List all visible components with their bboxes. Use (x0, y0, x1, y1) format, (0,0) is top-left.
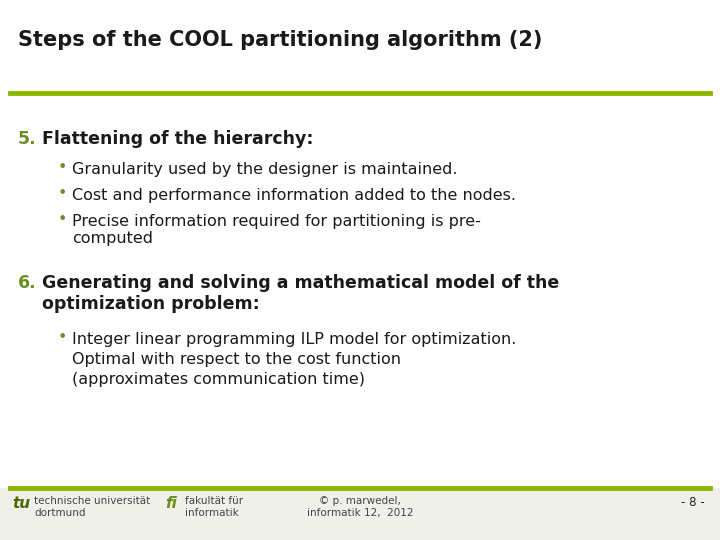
Text: fakultät für
informatik: fakultät für informatik (185, 496, 243, 518)
Text: 5.: 5. (18, 130, 37, 148)
Text: Cost and performance information added to the nodes.: Cost and performance information added t… (72, 188, 516, 203)
Text: 6.: 6. (18, 274, 37, 292)
Text: - 8 -: - 8 - (681, 496, 705, 509)
Text: •: • (58, 212, 68, 227)
Text: Flattening of the hierarchy:: Flattening of the hierarchy: (42, 130, 313, 148)
Bar (0, 488, 720, 540)
Text: Generating and solving a mathematical model of the
optimization problem:: Generating and solving a mathematical mo… (42, 274, 559, 313)
Text: fi: fi (165, 496, 177, 511)
Text: •: • (58, 160, 68, 175)
Text: •: • (58, 330, 68, 345)
Text: © p. marwedel,
informatik 12,  2012: © p. marwedel, informatik 12, 2012 (307, 496, 413, 518)
Text: •: • (58, 186, 68, 201)
Text: technische universität
dortmund: technische universität dortmund (34, 496, 150, 518)
Text: tu: tu (12, 496, 30, 511)
Text: Steps of the COOL partitioning algorithm (2): Steps of the COOL partitioning algorithm… (18, 30, 542, 50)
Text: Granularity used by the designer is maintained.: Granularity used by the designer is main… (72, 162, 457, 177)
Text: Precise information required for partitioning is pre-
computed: Precise information required for partiti… (72, 214, 481, 246)
Text: Integer linear programming ILP model for optimization.
Optimal with respect to t: Integer linear programming ILP model for… (72, 332, 516, 387)
